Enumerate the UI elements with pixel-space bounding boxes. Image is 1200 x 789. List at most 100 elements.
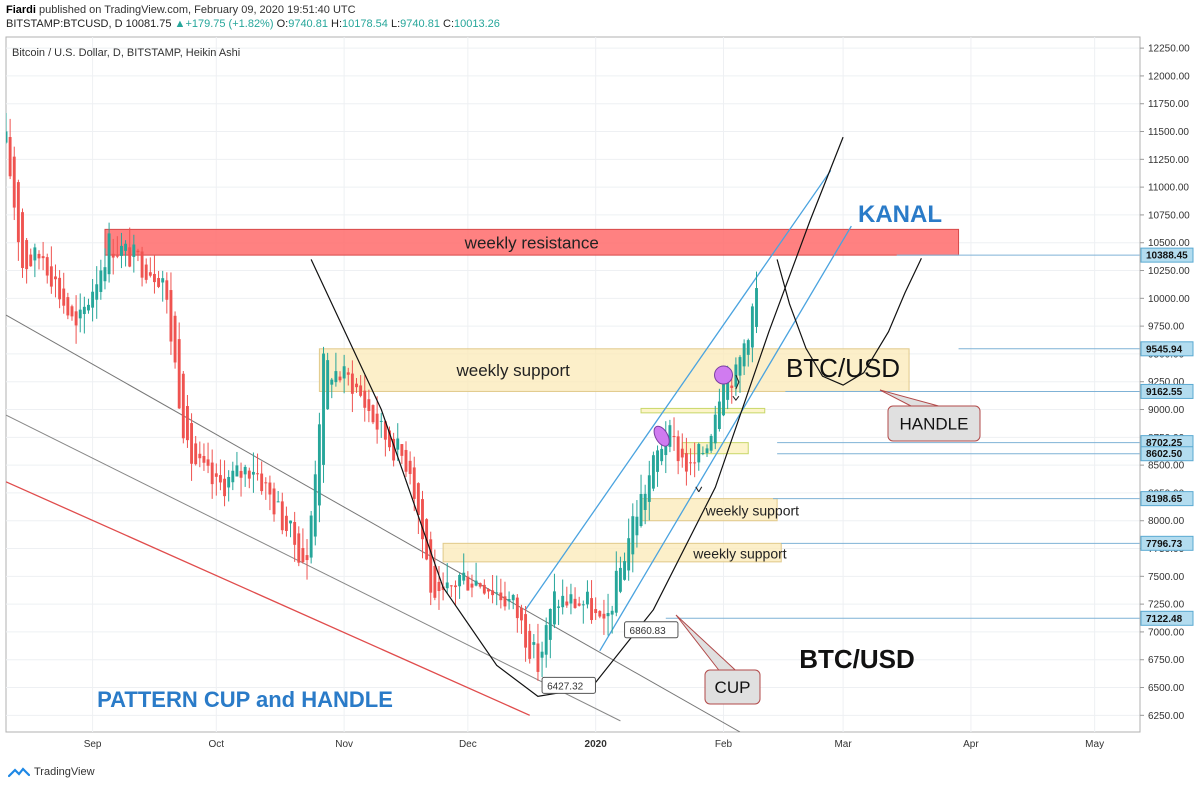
- candle-body: [705, 448, 709, 454]
- author-name[interactable]: Fiardi: [6, 4, 36, 16]
- candle-body: [585, 591, 589, 605]
- candle-body: [8, 137, 12, 177]
- price-tag-box: [1140, 610, 1194, 626]
- candle-body: [697, 444, 701, 463]
- handle-curve[interactable]: [776, 258, 922, 386]
- y-tick-label: 7250.00: [1148, 600, 1185, 611]
- footer-brand[interactable]: TradingView: [34, 766, 95, 778]
- candle-body: [41, 256, 45, 259]
- candle-body: [350, 373, 354, 394]
- candle-body: [722, 384, 725, 416]
- channel-line-lower[interactable]: [599, 225, 852, 652]
- candle-body: [437, 581, 441, 592]
- x-axis[interactable]: Sep Oct Nov Dec 2020 Feb Mar Apr May: [84, 739, 1104, 750]
- price-tag-box: [1140, 247, 1194, 263]
- candle-body: [157, 278, 161, 287]
- candle-body: [548, 609, 552, 640]
- candle-body: [371, 405, 375, 423]
- candle-body: [120, 245, 123, 256]
- candle-body: [726, 371, 730, 400]
- candle-body: [647, 475, 651, 502]
- trendline-upper[interactable]: [6, 314, 741, 732]
- callout-cup-box[interactable]: [704, 669, 761, 705]
- candle-body: [623, 561, 626, 580]
- y-tick-label: 10500.00: [1148, 238, 1190, 249]
- candle-body: [202, 455, 206, 463]
- candle-body: [37, 253, 41, 259]
- trendline-red[interactable]: [6, 481, 530, 716]
- price-tag-box: [1140, 535, 1194, 551]
- candle-body: [169, 290, 173, 342]
- x-tick-label: Apr: [963, 739, 979, 750]
- candle-body: [256, 473, 259, 475]
- candle-body: [367, 399, 371, 411]
- change-value: +179.75 (+1.82%): [185, 18, 274, 30]
- trendline-lower[interactable]: [6, 414, 621, 722]
- candle-body: [738, 357, 742, 376]
- candle-body: [606, 613, 610, 617]
- footer: TradingView: [8, 766, 95, 778]
- candle-body: [643, 493, 647, 511]
- candle-body: [355, 383, 358, 388]
- channel-line-upper[interactable]: [525, 170, 832, 611]
- weekly-support-label-3: weekly support: [692, 546, 786, 562]
- callout-handle-box[interactable]: [887, 405, 981, 442]
- x-tick-label: 2020: [585, 739, 608, 750]
- y-axis[interactable]: 12250.00 12000.00 11750.00 11500.00 11250.00…: [1140, 44, 1194, 722]
- candle-body: [153, 273, 156, 283]
- price-tag-label: 7122.48: [1146, 614, 1183, 625]
- candle-body: [58, 277, 62, 300]
- candle-body: [433, 565, 437, 598]
- candle-body: [33, 247, 37, 261]
- y-tick-label: 12250.00: [1148, 44, 1190, 55]
- candle-body: [717, 401, 721, 429]
- candle-body: [746, 340, 750, 355]
- marker-circle[interactable]: [714, 365, 734, 385]
- close-label: C:: [443, 18, 454, 30]
- close-value: 10013.26: [454, 18, 500, 30]
- candle-body: [656, 450, 659, 472]
- candle-body: [54, 276, 57, 280]
- candle-body: [322, 353, 325, 465]
- price-tag-label: 8602.50: [1146, 449, 1183, 460]
- candle-body: [309, 515, 313, 558]
- candle-body: [672, 436, 676, 438]
- y-tick-label: 7500.00: [1148, 572, 1185, 583]
- price-tag-label: 8198.65: [1146, 494, 1183, 505]
- candle-body: [487, 589, 490, 592]
- symbol: BITSTAMP:BTCUSD, D: [6, 18, 123, 30]
- candle-body: [264, 482, 268, 484]
- low-label: L:: [390, 18, 401, 30]
- candle-body: [408, 460, 412, 475]
- candle-body: [581, 604, 585, 606]
- publisher-line: Fiardi published on TradingView.com, Feb…: [6, 4, 356, 16]
- candle-body: [507, 599, 511, 602]
- price-tag-label: 7796.73: [1146, 539, 1183, 550]
- candle-body: [231, 470, 235, 483]
- candle-body: [111, 253, 115, 258]
- published-text: published on TradingView.com, February 0…: [39, 4, 356, 16]
- weekly-support-zone[interactable]: [442, 542, 782, 563]
- x-tick-label: Dec: [459, 739, 477, 750]
- candle-body: [561, 595, 565, 608]
- candle-body: [676, 436, 680, 462]
- support-zone-small[interactable]: [640, 407, 766, 414]
- weekly-resistance-label: weekly resistance: [464, 233, 599, 252]
- x-tick-label: Mar: [834, 739, 852, 750]
- candle-body: [532, 642, 536, 645]
- symbol-line: BITSTAMP:BTCUSD, D 10081.75 ▲+179.75 (+1…: [6, 18, 500, 30]
- candle-body: [49, 266, 53, 287]
- candle-body: [565, 601, 569, 606]
- marker-ellipse[interactable]: [651, 424, 672, 449]
- candle-body: [569, 594, 573, 604]
- candle-body: [185, 406, 189, 441]
- candle-body: [284, 515, 288, 531]
- candle-body: [388, 430, 391, 448]
- weekly-resistance-zone[interactable]: [104, 228, 960, 256]
- y-tick-label: 9250.00: [1148, 377, 1185, 388]
- candle-body: [713, 414, 717, 444]
- price-tag-box: [1140, 491, 1194, 507]
- y-tick-label: 8000.00: [1148, 516, 1185, 527]
- x-tick-label: Feb: [715, 739, 733, 750]
